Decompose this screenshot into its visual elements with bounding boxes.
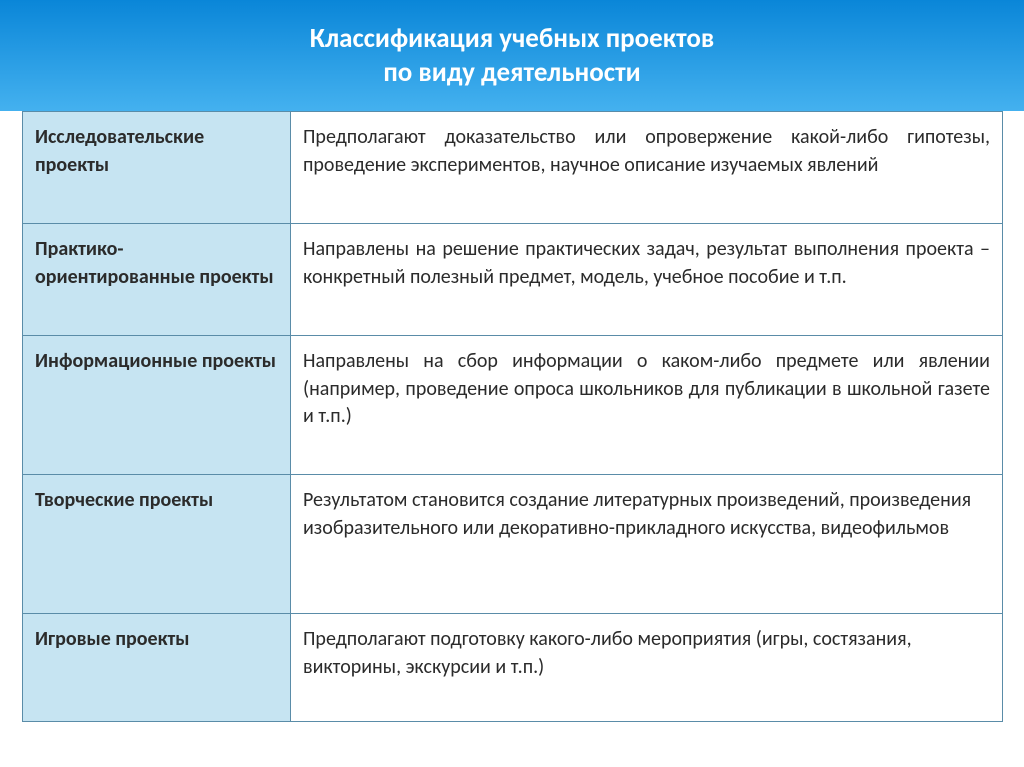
- title-line-2: по виду деятельности: [383, 56, 640, 90]
- title-line-1: Классификация учебных проектов: [310, 22, 715, 56]
- table-row: Практико-ориентированные проектыНаправле…: [23, 224, 1003, 336]
- table-row: Исследовательские проектыПредполагают до…: [23, 112, 1003, 224]
- category-cell: Творческие проекты: [23, 475, 291, 614]
- slide: Классификация учебных проектов по виду д…: [0, 0, 1024, 767]
- table-body: Исследовательские проектыПредполагают до…: [23, 112, 1003, 722]
- table-row: Творческие проектыРезультатом становится…: [23, 475, 1003, 614]
- description-cell: Предполагают подготовку какого-либо меро…: [291, 614, 1003, 722]
- category-cell: Информационные проекты: [23, 336, 291, 475]
- category-cell: Практико-ориентированные проекты: [23, 224, 291, 336]
- description-cell: Предполагают доказательство или опроверж…: [291, 112, 1003, 224]
- description-cell: Направлены на решение практических задач…: [291, 224, 1003, 336]
- description-cell: Результатом становится создание литерату…: [291, 475, 1003, 614]
- category-cell: Игровые проекты: [23, 614, 291, 722]
- description-cell: Направлены на сбор информации о каком-ли…: [291, 336, 1003, 475]
- slide-header: Классификация учебных проектов по виду д…: [0, 0, 1024, 111]
- table-row: Информационные проектыНаправлены на сбор…: [23, 336, 1003, 475]
- category-cell: Исследовательские проекты: [23, 112, 291, 224]
- table-row: Игровые проектыПредполагают подготовку к…: [23, 614, 1003, 722]
- classification-table: Исследовательские проектыПредполагают до…: [22, 111, 1003, 722]
